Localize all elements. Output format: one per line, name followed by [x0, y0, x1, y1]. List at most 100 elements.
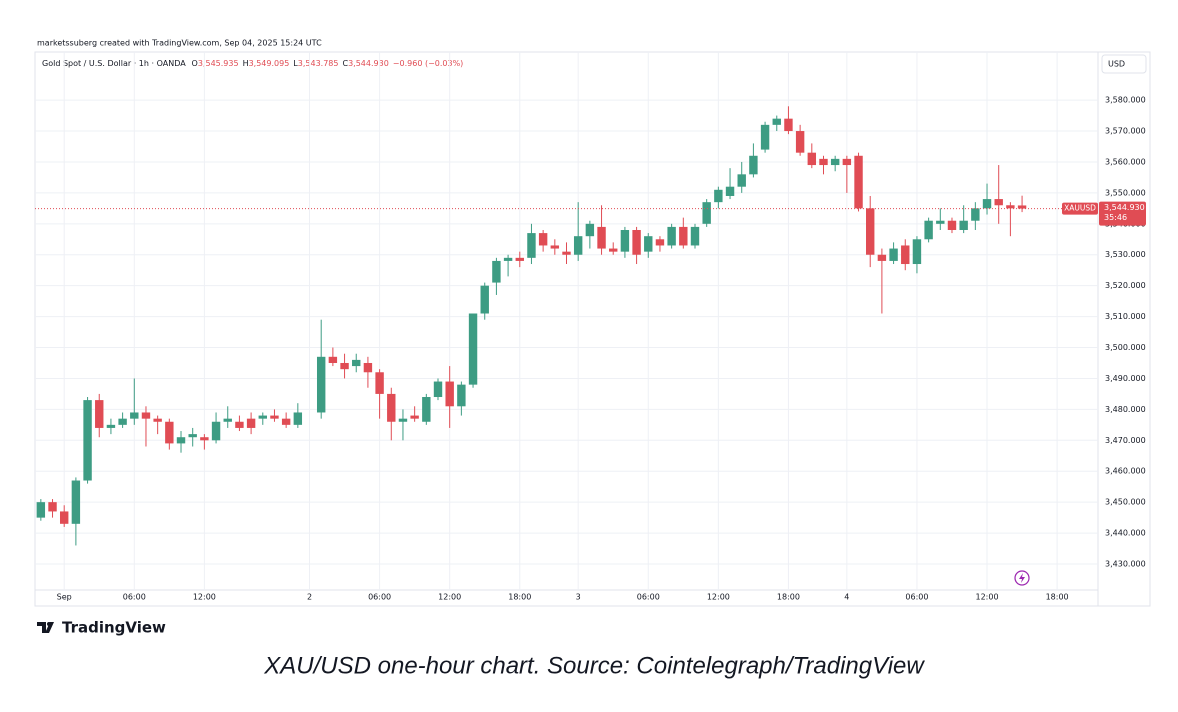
y-tick-label: 3,500.000 — [1105, 343, 1146, 352]
candle-body — [118, 418, 127, 425]
candle-body — [971, 208, 980, 221]
candle-body — [573, 236, 583, 255]
symbol: Gold Spot / U.S. Dollar · 1h · OANDA — [42, 59, 186, 68]
candle-body — [842, 158, 852, 166]
ticker-tag — [1062, 202, 1098, 215]
candle-body — [468, 313, 478, 385]
candle-body — [527, 233, 536, 258]
ohlc-key: L — [293, 59, 298, 68]
candle-body — [515, 257, 524, 261]
candle-body — [877, 254, 887, 261]
candle-body — [270, 415, 279, 419]
x-tick-label: 06:00 — [123, 593, 146, 602]
x-tick-label: 18:00 — [1046, 593, 1069, 602]
candle-body — [807, 152, 817, 166]
candle-body — [644, 236, 653, 252]
candle-body — [59, 511, 69, 524]
candle-body — [457, 384, 466, 407]
x-tick-label: 2 — [307, 593, 312, 602]
alert-icon — [1014, 570, 1030, 586]
candle-body — [538, 233, 548, 246]
x-tick-label: 18:00 — [777, 593, 800, 602]
candle-body — [223, 418, 232, 422]
ohlc-key: C — [342, 59, 348, 68]
ticker: XAUUSD — [1064, 204, 1096, 213]
candle-body — [328, 356, 338, 363]
x-tick-label: Sep — [57, 593, 72, 602]
candle-body — [352, 359, 361, 367]
x-tick-label: 06:00 — [368, 593, 391, 602]
candle-body — [83, 400, 92, 481]
candle-body — [246, 418, 256, 428]
candle-body — [819, 158, 828, 166]
price-tag-value: 3,544.930 — [1104, 203, 1145, 212]
candle-body — [398, 418, 408, 422]
candle-body — [714, 189, 723, 203]
brand: TradingView — [62, 619, 166, 637]
candle-body — [947, 220, 957, 230]
y-tick-label: 3,430.000 — [1105, 560, 1146, 569]
candle-body — [130, 412, 139, 419]
candle-body — [433, 381, 443, 398]
candle-body — [293, 412, 303, 425]
candle-body — [632, 230, 641, 255]
logo-dot — [47, 622, 51, 626]
candle-body — [95, 400, 104, 428]
candle-body — [316, 356, 326, 413]
candle-body — [994, 199, 1003, 206]
y-tick-label: 3,570.000 — [1105, 127, 1146, 136]
y-tick-label: 3,520.000 — [1105, 281, 1146, 290]
y-tick-label: 3,510.000 — [1105, 312, 1146, 321]
candle-body — [1006, 205, 1015, 209]
candle-body — [749, 155, 758, 175]
ohlc-value: 3,544.930 — [348, 59, 389, 68]
chart-frame — [34, 51, 1151, 607]
y-tick-label: 3,450.000 — [1105, 498, 1146, 507]
change: −0.960 (−0.03%) — [393, 59, 464, 68]
candle-body — [725, 186, 735, 196]
candle-body — [176, 437, 186, 444]
candle-body — [235, 421, 244, 428]
candle-body — [690, 226, 700, 246]
x-tick-label: 06:00 — [905, 593, 928, 602]
candle-body — [211, 421, 221, 441]
x-tick-label: 3 — [576, 593, 581, 602]
candle-body — [585, 223, 595, 237]
candle-body — [445, 381, 454, 407]
x-tick-label: 12:00 — [707, 593, 730, 602]
candle-body — [188, 434, 197, 438]
candle-body — [562, 251, 571, 255]
x-tick-label: 12:00 — [193, 593, 216, 602]
candle-body — [866, 208, 875, 255]
alert-bolt — [1019, 573, 1025, 583]
x-tick-label: 4 — [844, 593, 849, 602]
candle-body — [854, 155, 863, 209]
legend: Gold Spot / U.S. Dollar · 1h · OANDA O3,5… — [42, 59, 463, 68]
y-tick-label: 3,580.000 — [1105, 96, 1146, 105]
candle-body — [784, 118, 793, 132]
ohlc-key: H — [243, 59, 249, 68]
candle-body — [901, 245, 910, 265]
candle-body — [106, 424, 116, 428]
x-tick-label: 18:00 — [508, 593, 531, 602]
y-tick-label: 3,530.000 — [1105, 250, 1146, 259]
candle-body — [702, 202, 711, 224]
y-tick-label: 3,440.000 — [1105, 529, 1146, 538]
candle-body — [550, 245, 560, 249]
y-tick-label: 3,480.000 — [1105, 405, 1146, 414]
candle-body — [410, 415, 419, 419]
candle-body — [889, 248, 898, 261]
candle-body — [200, 437, 209, 441]
candle-body — [924, 220, 933, 240]
y-tick-label: 3,560.000 — [1105, 157, 1146, 166]
candle-body — [492, 260, 501, 283]
candle-body — [387, 393, 396, 422]
candle-body — [480, 285, 489, 314]
candle-body — [959, 220, 968, 230]
candle-body — [503, 257, 513, 261]
candle-body — [141, 412, 151, 419]
countdown: 35:46 — [1104, 213, 1127, 222]
candle-body — [936, 220, 945, 224]
x-tick-label: 12:00 — [975, 593, 998, 602]
candle-body — [597, 226, 606, 249]
